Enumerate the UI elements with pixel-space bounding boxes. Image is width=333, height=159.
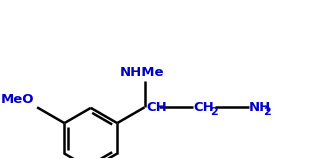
Text: CH: CH	[147, 101, 167, 114]
Text: 2: 2	[263, 107, 271, 117]
Text: NH: NH	[249, 101, 271, 114]
Text: 2: 2	[210, 107, 217, 117]
Text: NHMe: NHMe	[120, 66, 165, 79]
Text: CH: CH	[193, 101, 214, 114]
Text: MeO: MeO	[1, 93, 35, 106]
